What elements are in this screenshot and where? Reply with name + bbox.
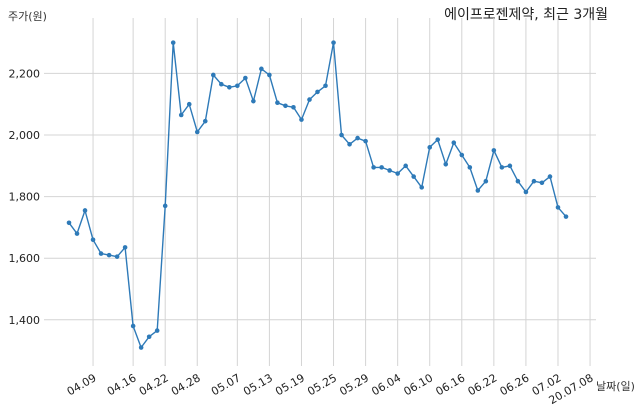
- y-axis-unit-label: 주가(원): [8, 10, 47, 23]
- data-point: [267, 72, 272, 78]
- data-point: [315, 89, 320, 95]
- data-point: [299, 117, 304, 122]
- data-point: [146, 334, 152, 340]
- y-tick-label: 2,000: [9, 129, 41, 142]
- data-point: [435, 137, 441, 142]
- data-point: [547, 174, 553, 179]
- x-axis-unit-label: 날짜(일): [596, 380, 635, 393]
- data-point: [347, 141, 352, 147]
- x-tick-label: 06.16: [434, 371, 468, 398]
- data-point: [114, 254, 120, 259]
- data-point: [162, 203, 168, 209]
- x-tick-label: 04.16: [105, 371, 139, 398]
- data-point: [178, 112, 184, 118]
- data-point: [194, 129, 200, 135]
- data-point: [275, 100, 280, 105]
- data-point: [499, 165, 505, 170]
- data-point: [355, 135, 360, 141]
- data-point: [323, 83, 328, 89]
- x-tick-label: 04.28: [169, 371, 203, 398]
- x-tick-label: 06.10: [401, 371, 435, 398]
- data-point: [186, 101, 192, 107]
- data-point: [331, 40, 336, 45]
- data-point: [130, 323, 136, 329]
- x-tick-label: 05.25: [305, 371, 339, 398]
- data-point: [539, 180, 545, 186]
- data-point: [419, 185, 425, 190]
- data-point: [202, 118, 208, 124]
- x-tick-label: 06.04: [369, 371, 403, 398]
- y-tick-label: 1,800: [9, 191, 41, 204]
- data-point: [235, 83, 240, 89]
- data-point: [451, 140, 457, 146]
- data-point: [523, 189, 529, 195]
- data-point: [82, 208, 88, 213]
- data-point: [98, 251, 104, 256]
- data-point: [531, 178, 537, 184]
- data-point: [459, 152, 465, 158]
- data-point: [427, 145, 433, 150]
- data-point: [515, 178, 521, 184]
- data-point: [371, 165, 376, 170]
- x-tick-label: 04.09: [65, 371, 99, 398]
- series-price: [66, 40, 569, 350]
- data-point: [555, 205, 561, 210]
- data-point: [154, 328, 160, 333]
- chart-title: 에이프로젠제약, 최근 3개월: [444, 7, 608, 23]
- data-point: [403, 163, 408, 169]
- data-point: [339, 132, 344, 138]
- y-tick-label: 1,400: [9, 314, 41, 327]
- x-tick-label: 05.13: [241, 371, 275, 398]
- data-point: [467, 165, 473, 170]
- data-point: [138, 345, 144, 350]
- data-point: [227, 84, 232, 90]
- x-tick-label: 05.07: [209, 371, 243, 398]
- data-point: [363, 138, 368, 144]
- data-point: [66, 220, 72, 226]
- data-point: [219, 81, 224, 87]
- data-point: [243, 75, 248, 81]
- data-point: [122, 245, 128, 250]
- data-point: [395, 171, 400, 176]
- data-point: [411, 174, 416, 179]
- data-point: [379, 165, 384, 170]
- y-tick-label: 1,600: [9, 252, 41, 265]
- data-point: [291, 105, 296, 110]
- data-point: [170, 40, 176, 45]
- x-tick-label: 06.26: [498, 371, 532, 398]
- y-tick-label: 2,200: [9, 67, 41, 80]
- x-tick-label: 04.22: [137, 371, 171, 398]
- data-point: [563, 214, 569, 219]
- data-point: [475, 188, 481, 193]
- data-point: [307, 97, 312, 102]
- data-point: [443, 161, 449, 167]
- data-point: [283, 103, 288, 109]
- x-tick-label: 06.22: [466, 371, 500, 398]
- data-point: [483, 178, 489, 184]
- data-point: [106, 252, 112, 258]
- y-axis-ticks: 1,400 1,600 1,800 2,000 2,200: [9, 67, 41, 326]
- x-tick-label: 05.19: [273, 371, 307, 398]
- data-point: [387, 168, 392, 173]
- x-tick-label: 05.29: [337, 371, 371, 398]
- data-point: [210, 72, 216, 78]
- data-point: [491, 148, 497, 153]
- grid: [44, 18, 596, 366]
- data-point: [251, 98, 256, 104]
- data-point: [259, 66, 264, 72]
- data-point: [74, 231, 80, 236]
- data-point: [507, 163, 513, 169]
- price-line: [68, 41, 567, 349]
- data-point: [90, 237, 96, 243]
